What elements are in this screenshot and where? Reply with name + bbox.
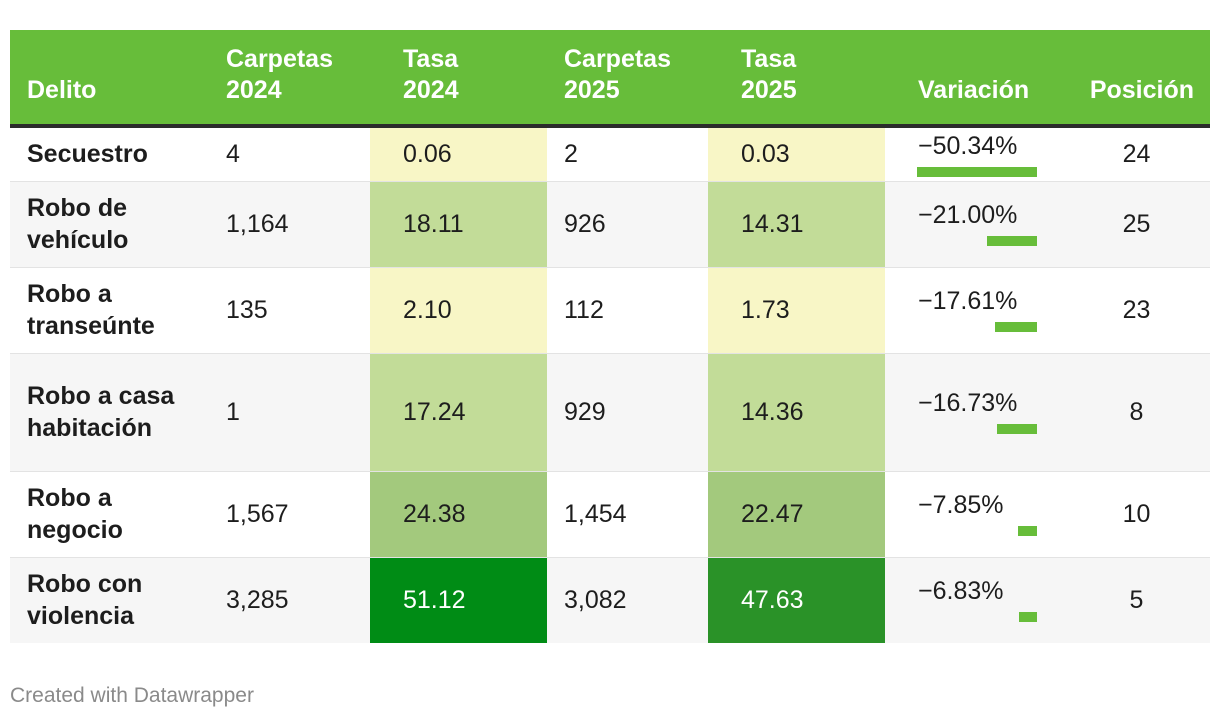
header-variacion[interactable]: Variación xyxy=(885,30,1063,128)
variacion-label: −17.61% xyxy=(918,286,1018,315)
cell-carpetas-2024: 135 xyxy=(209,267,370,354)
table-row: Robo a casa habitación 1 17.24 929 14.36 −16.… xyxy=(10,353,1210,472)
cell-variacion: −16.73% xyxy=(885,353,1063,472)
variacion-bar xyxy=(987,235,1037,246)
header-posicion[interactable]: Posición xyxy=(1063,30,1210,128)
table-row: Robo de vehículo 1,164 18.11 926 14.31 −21.00… xyxy=(10,181,1210,268)
cell-carpetas-2025: 1,454 xyxy=(547,471,708,558)
cell-delito: Robo de vehículo xyxy=(10,181,209,268)
header-tasa-2025[interactable]: Tasa 2025 xyxy=(708,30,885,128)
header-delito[interactable]: Delito xyxy=(10,30,209,128)
cell-delito: Secuestro xyxy=(10,126,209,182)
variacion-label: −50.34% xyxy=(918,131,1018,160)
variacion-bar xyxy=(1018,525,1037,536)
cell-tasa-2024: 2.10 xyxy=(370,267,547,354)
variacion-bar xyxy=(917,166,1037,177)
cell-tasa-2025: 1.73 xyxy=(708,267,885,354)
data-table-container: Delito Carpetas 2024 Tasa 2024 Carpetas 202… xyxy=(10,30,1210,643)
cell-posicion: 23 xyxy=(1063,267,1210,354)
table-row: Robo con violencia 3,285 51.12 3,082 47.63 −6… xyxy=(10,557,1210,643)
cell-delito: Robo a negocio xyxy=(10,471,209,558)
crime-table: Delito Carpetas 2024 Tasa 2024 Carpetas 202… xyxy=(10,30,1210,643)
cell-carpetas-2024: 1,164 xyxy=(209,181,370,268)
cell-posicion: 5 xyxy=(1063,557,1210,643)
cell-tasa-2024: 18.11 xyxy=(370,181,547,268)
cell-delito: Robo con violencia xyxy=(10,557,209,643)
header-tasa-2024[interactable]: Tasa 2024 xyxy=(370,30,547,128)
header-carpetas-2024[interactable]: Carpetas 2024 xyxy=(209,30,370,128)
header-row: Delito Carpetas 2024 Tasa 2024 Carpetas 202… xyxy=(10,30,1210,128)
cell-tasa-2024: 17.24 xyxy=(370,353,547,472)
cell-carpetas-2025: 929 xyxy=(547,353,708,472)
cell-carpetas-2024: 4 xyxy=(209,126,370,182)
cell-variacion: −50.34% xyxy=(885,126,1063,182)
variacion-label: −16.73% xyxy=(918,388,1018,417)
cell-posicion: 24 xyxy=(1063,126,1210,182)
table-row: Robo a transeúnte 135 2.10 112 1.73 −17.61% 23 xyxy=(10,267,1210,354)
cell-variacion: −21.00% xyxy=(885,181,1063,268)
cell-tasa-2024: 0.06 xyxy=(370,126,547,182)
cell-variacion: −17.61% xyxy=(885,267,1063,354)
variacion-label: −21.00% xyxy=(918,200,1018,229)
cell-tasa-2025: 47.63 xyxy=(708,557,885,643)
cell-delito: Robo a transeúnte xyxy=(10,267,209,354)
variacion-bar xyxy=(997,423,1037,434)
cell-carpetas-2024: 1 xyxy=(209,353,370,472)
footer-credit: Created with Datawrapper xyxy=(10,684,254,707)
cell-carpetas-2025: 926 xyxy=(547,181,708,268)
cell-tasa-2025: 14.31 xyxy=(708,181,885,268)
table-row: Robo a negocio 1,567 24.38 1,454 22.47 −7.85%… xyxy=(10,471,1210,558)
variacion-bar xyxy=(1019,611,1037,622)
cell-carpetas-2025: 3,082 xyxy=(547,557,708,643)
cell-tasa-2024: 24.38 xyxy=(370,471,547,558)
cell-carpetas-2024: 3,285 xyxy=(209,557,370,643)
variacion-label: −6.83% xyxy=(918,576,1004,605)
cell-carpetas-2025: 2 xyxy=(547,126,708,182)
variacion-label: −7.85% xyxy=(918,490,1004,519)
cell-delito: Robo a casa habitación xyxy=(10,353,209,472)
cell-tasa-2024: 51.12 xyxy=(370,557,547,643)
cell-carpetas-2025: 112 xyxy=(547,267,708,354)
cell-tasa-2025: 22.47 xyxy=(708,471,885,558)
cell-tasa-2025: 14.36 xyxy=(708,353,885,472)
cell-posicion: 10 xyxy=(1063,471,1210,558)
cell-posicion: 8 xyxy=(1063,353,1210,472)
table-row: Secuestro 4 0.06 2 0.03 −50.34% 24 xyxy=(10,126,1210,182)
cell-variacion: −7.85% xyxy=(885,471,1063,558)
cell-posicion: 25 xyxy=(1063,181,1210,268)
variacion-bar xyxy=(995,321,1037,332)
cell-tasa-2025: 0.03 xyxy=(708,126,885,182)
cell-variacion: −6.83% xyxy=(885,557,1063,643)
header-carpetas-2025[interactable]: Carpetas 2025 xyxy=(547,30,708,128)
table-body: Secuestro 4 0.06 2 0.03 −50.34% 24 Robo de vehí… xyxy=(10,126,1210,643)
cell-carpetas-2024: 1,567 xyxy=(209,471,370,558)
